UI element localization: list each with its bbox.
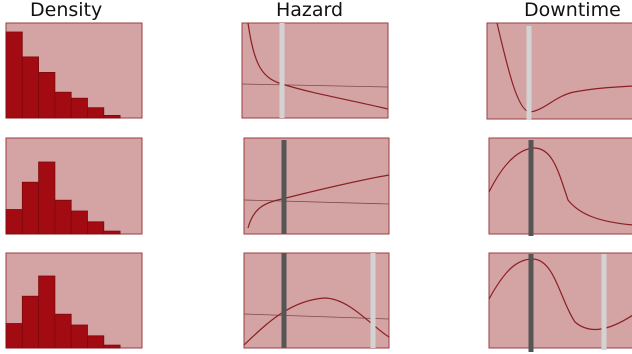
histogram-bar bbox=[87, 221, 105, 235]
histogram-bar bbox=[103, 344, 121, 349]
column-header-density: Density bbox=[30, 0, 103, 21]
histogram-bar bbox=[70, 97, 88, 119]
histogram-bar bbox=[5, 31, 23, 119]
histogram-bar bbox=[87, 335, 105, 349]
histogram-bar bbox=[5, 323, 23, 349]
histogram-bars-row-3 bbox=[5, 275, 121, 349]
histogram-bar bbox=[70, 210, 88, 235]
panel-hazard-row-3 bbox=[243, 252, 390, 349]
histogram-bars-row-1 bbox=[5, 31, 121, 119]
panel-hazard-row-1 bbox=[241, 22, 389, 119]
histogram-bar bbox=[103, 115, 121, 119]
panel-downtime-row-1 bbox=[486, 22, 632, 120]
histogram-bar bbox=[70, 324, 88, 349]
histogram-bar bbox=[54, 313, 72, 349]
reference-line bbox=[243, 199, 390, 205]
panel-hazard-row-2 bbox=[243, 137, 390, 235]
panel-density-row-2 bbox=[5, 137, 143, 235]
histogram-bar bbox=[38, 275, 56, 349]
histogram-bar bbox=[54, 199, 72, 235]
reference-line bbox=[241, 83, 389, 88]
panel-downtime-row-3 bbox=[488, 252, 632, 352]
downtime-curve bbox=[488, 147, 632, 226]
histogram-bar bbox=[21, 295, 39, 349]
histogram-bar bbox=[87, 107, 105, 119]
column-header-hazard: Hazard bbox=[276, 0, 344, 21]
downtime-curve bbox=[496, 22, 632, 113]
histogram-bars-row-2 bbox=[5, 161, 121, 235]
histogram-bar bbox=[38, 161, 56, 235]
panel-density-row-1 bbox=[5, 22, 143, 119]
histogram-bar bbox=[21, 56, 39, 119]
histogram-bar bbox=[38, 72, 56, 119]
panel-density-row-3 bbox=[5, 252, 143, 349]
histogram-bar bbox=[5, 209, 23, 235]
histogram-bar bbox=[54, 91, 72, 119]
histogram-bar bbox=[103, 230, 121, 235]
downtime-curve bbox=[488, 258, 632, 330]
histogram-bar bbox=[21, 181, 39, 235]
panel-downtime-row-2 bbox=[488, 137, 632, 236]
column-header-downtime: Downtime bbox=[524, 0, 621, 21]
